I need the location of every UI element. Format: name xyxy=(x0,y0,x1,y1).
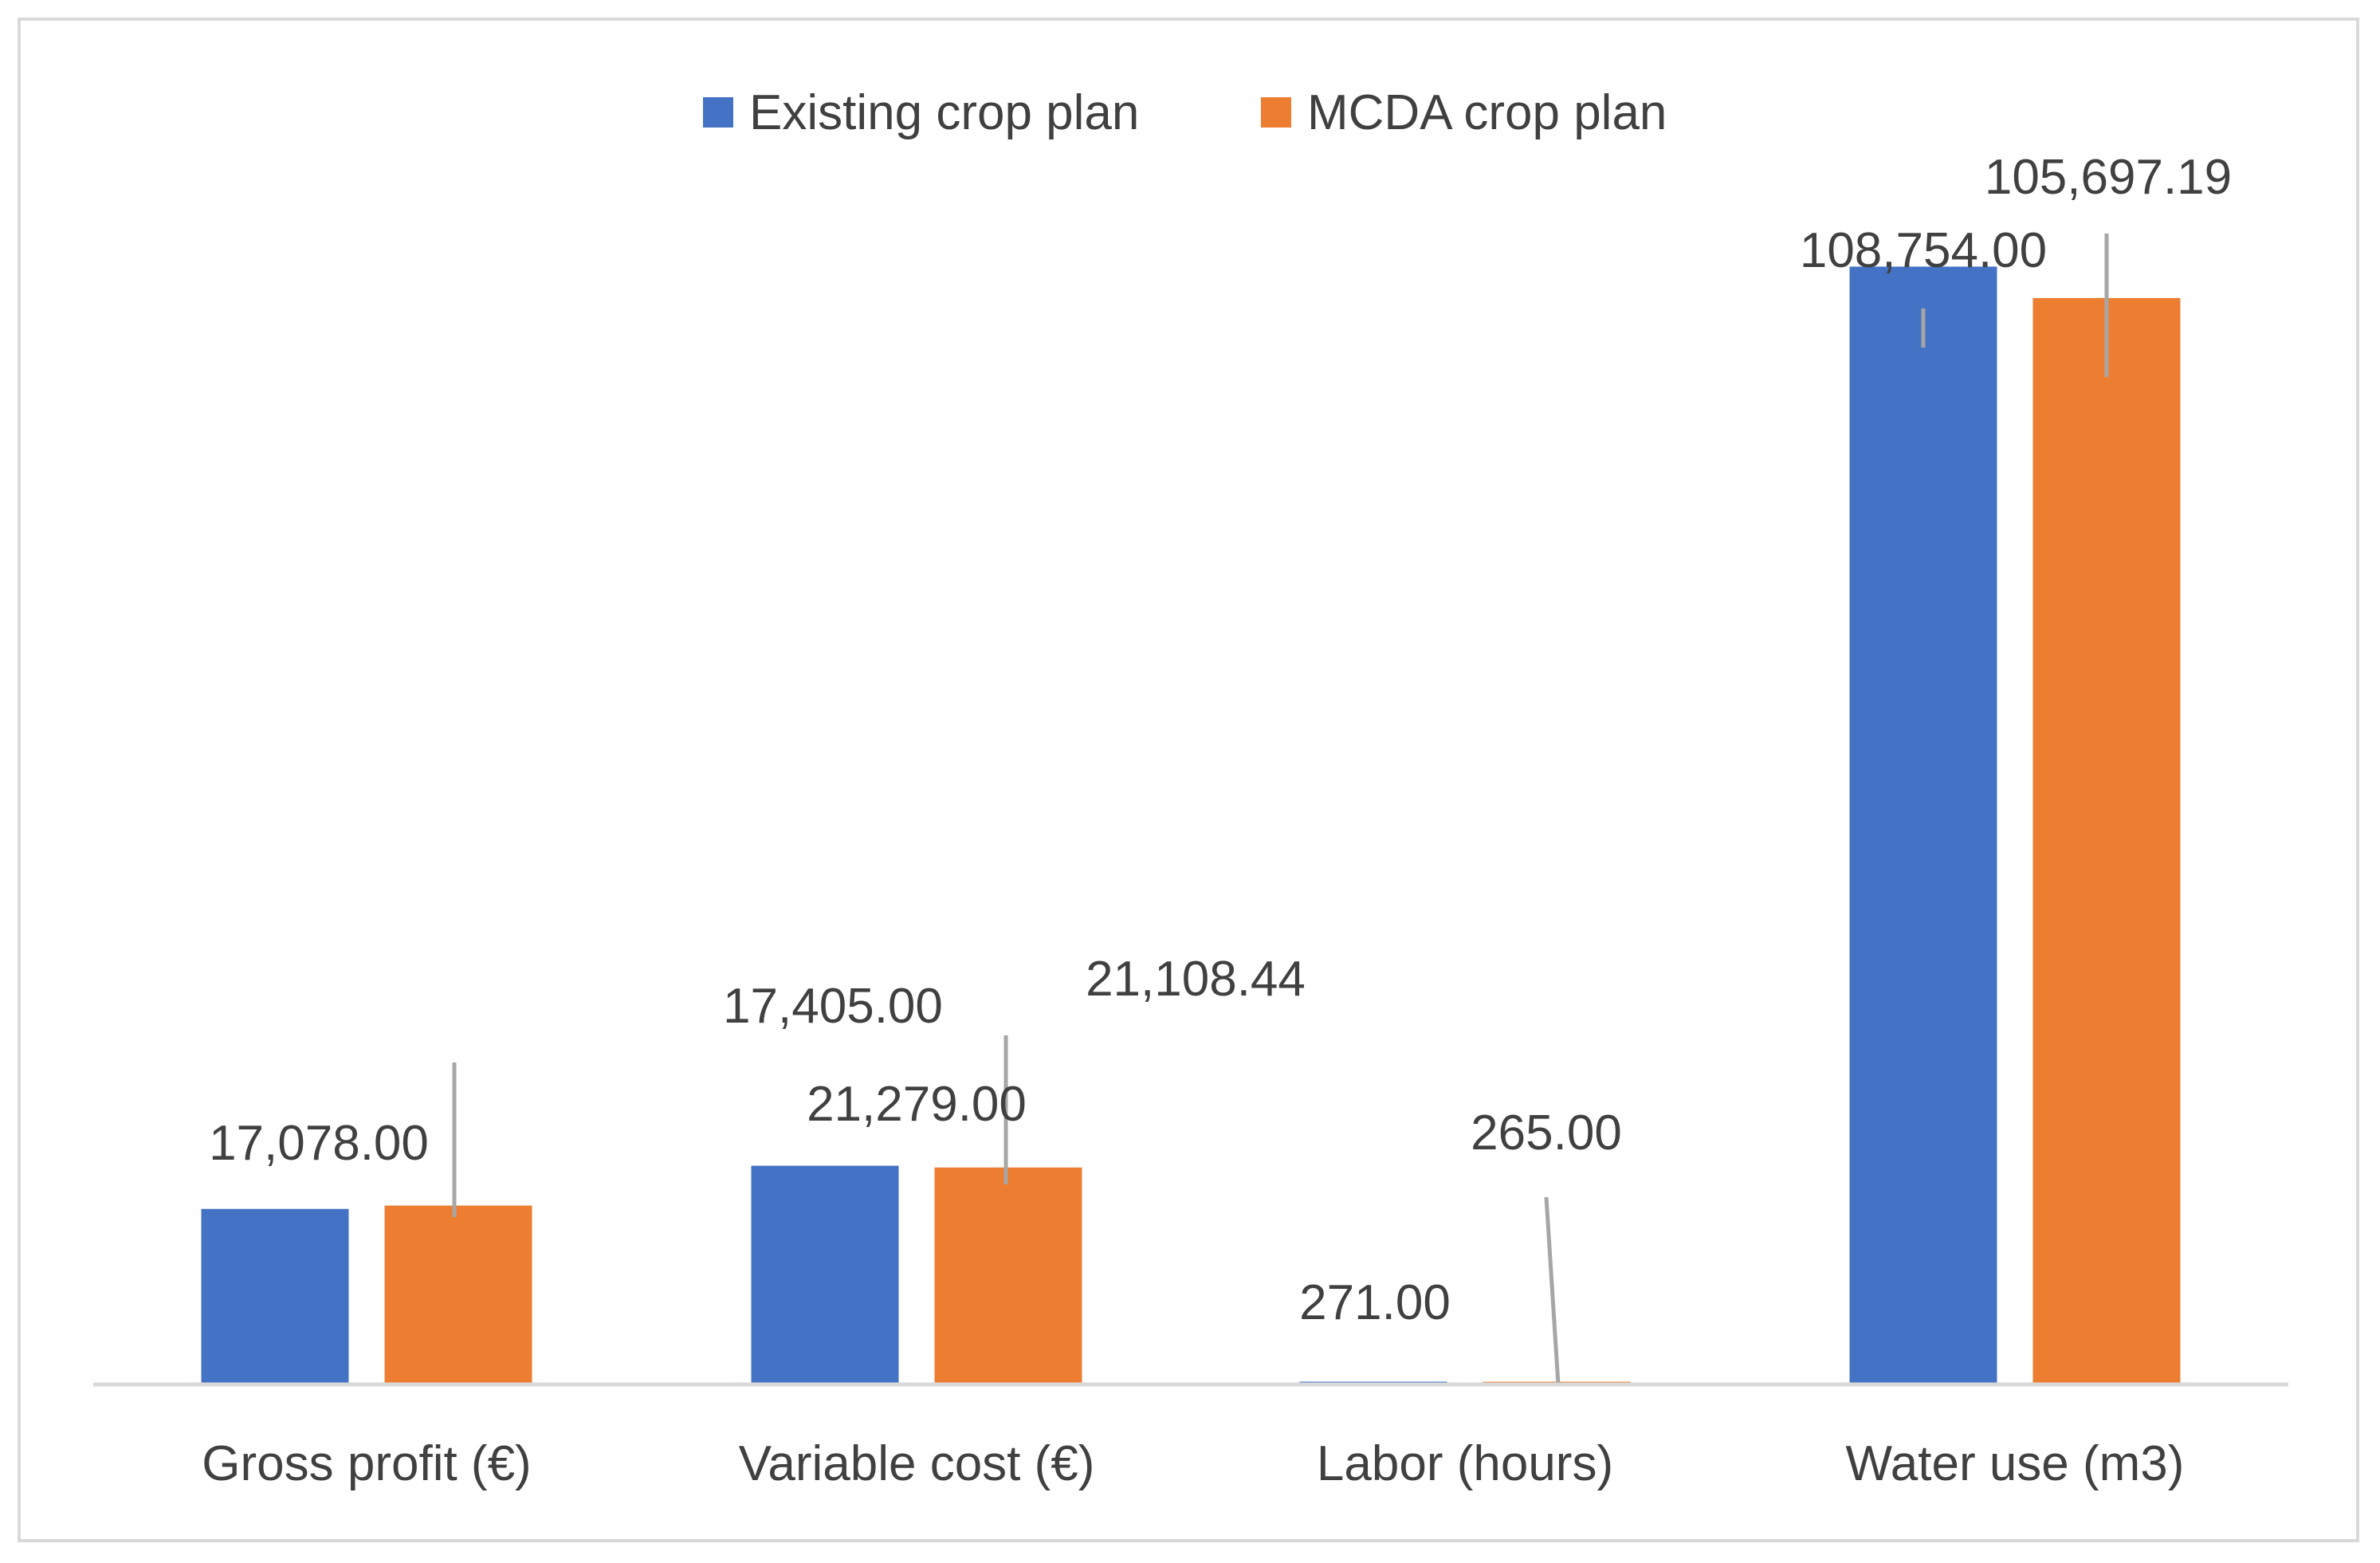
data-label-mcda-0: 17,405.00 xyxy=(723,979,943,1034)
bars-group xyxy=(201,266,2181,1384)
legend-swatch-existing xyxy=(703,97,733,128)
data-label-existing-2: 271.00 xyxy=(1299,1275,1451,1330)
bar-mcda-3 xyxy=(2032,297,2181,1384)
bar-mcda-1 xyxy=(934,1167,1082,1384)
legend: Existing crop plan MCDA crop plan xyxy=(703,85,1667,140)
data-label-existing-0: 17,078.00 xyxy=(209,1116,429,1171)
category-label-2: Labor (hours) xyxy=(1317,1436,1613,1491)
data-label-mcda-2: 265.00 xyxy=(1471,1105,1622,1160)
category-label-3: Water use (m3) xyxy=(1846,1436,2185,1491)
category-label-0: Gross profit (€) xyxy=(202,1436,531,1491)
bar-existing-3 xyxy=(1849,266,1997,1384)
legend-swatch-mcda xyxy=(1261,97,1291,128)
bar-mcda-0 xyxy=(384,1205,532,1384)
data-labels-group: 17,078.00 17,405.00 21,279.00 21,108.44 271.… xyxy=(209,150,2232,1330)
data-label-mcda-1: 21,108.44 xyxy=(1086,952,1306,1007)
data-label-existing-1: 21,279.00 xyxy=(807,1077,1027,1132)
bar-existing-0 xyxy=(201,1208,349,1384)
leader-line-mcda-2 xyxy=(1544,1196,1561,1385)
category-label-1: Variable cost (€) xyxy=(739,1436,1095,1491)
leader-lines-group xyxy=(452,234,2109,1385)
legend-label-mcda: MCDA crop plan xyxy=(1307,85,1667,140)
category-labels-group: Gross profit (€) Variable cost (€) Labor (… xyxy=(202,1436,2184,1491)
legend-label-existing: Existing crop plan xyxy=(749,85,1139,140)
data-label-mcda-3: 105,697.19 xyxy=(1985,150,2232,205)
data-label-existing-3: 108,754.00 xyxy=(1800,223,2047,278)
bar-existing-1 xyxy=(751,1165,899,1384)
